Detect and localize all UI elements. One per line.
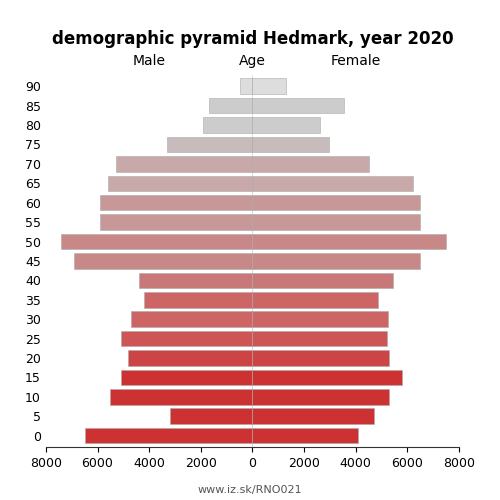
- Bar: [252, 156, 368, 172]
- Bar: [252, 389, 390, 404]
- Bar: [252, 253, 420, 268]
- Bar: [252, 136, 328, 152]
- Bar: [167, 136, 252, 152]
- Text: Female: Female: [330, 54, 381, 68]
- Bar: [139, 272, 252, 288]
- Title: demographic pyramid Hedmark, year 2020: demographic pyramid Hedmark, year 2020: [52, 30, 453, 48]
- Bar: [252, 195, 420, 210]
- Bar: [108, 176, 253, 191]
- Bar: [100, 195, 252, 210]
- Bar: [208, 98, 252, 114]
- Bar: [84, 428, 252, 444]
- Bar: [120, 331, 252, 346]
- Bar: [131, 312, 252, 327]
- Text: Age: Age: [239, 54, 266, 68]
- Text: www.iz.sk/RNO021: www.iz.sk/RNO021: [198, 485, 302, 495]
- Bar: [252, 176, 412, 191]
- Bar: [252, 312, 388, 327]
- Bar: [170, 408, 252, 424]
- Bar: [252, 234, 446, 250]
- Bar: [240, 78, 252, 94]
- Text: Male: Male: [132, 54, 166, 68]
- Bar: [252, 370, 402, 385]
- Bar: [252, 214, 420, 230]
- Bar: [110, 389, 253, 404]
- Bar: [252, 408, 374, 424]
- Bar: [100, 214, 252, 230]
- Bar: [128, 350, 252, 366]
- Bar: [252, 292, 378, 308]
- Bar: [144, 292, 252, 308]
- Bar: [252, 118, 320, 133]
- Bar: [252, 78, 286, 94]
- Bar: [252, 331, 386, 346]
- Bar: [204, 118, 252, 133]
- Bar: [74, 253, 252, 268]
- Bar: [252, 98, 344, 114]
- Bar: [252, 350, 390, 366]
- Bar: [252, 428, 358, 444]
- Bar: [252, 272, 393, 288]
- Bar: [62, 234, 252, 250]
- Bar: [116, 156, 252, 172]
- Bar: [120, 370, 252, 385]
